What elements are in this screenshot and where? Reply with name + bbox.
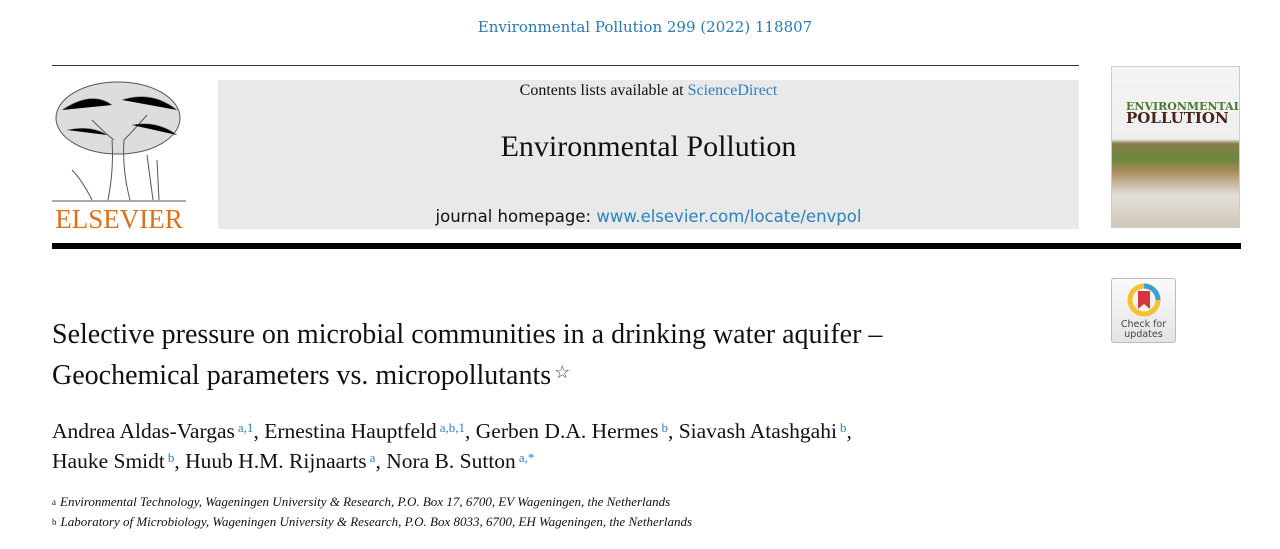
title-footnote-star[interactable]: ☆ [554,362,571,382]
author-affiliation-marks[interactable]: a [369,450,376,465]
cover-title-line1: ENVIRONMENTAL [1126,100,1240,113]
homepage-line: journal homepage: www.elsevier.com/locat… [218,207,1079,226]
author-affiliation-marks[interactable]: a,b,1 [439,420,466,435]
author-separator: , [253,419,265,443]
journal-banner: Contents lists available at ScienceDirec… [218,80,1079,229]
contents-line: Contents lists available at ScienceDirec… [218,82,1079,100]
author-name[interactable]: Nora B. Sutton [386,449,516,473]
author-affiliation-marks[interactable]: b [839,420,847,435]
check-updates-label-2: updates [1124,329,1163,340]
title-line-1: Selective pressure on microbial communit… [52,319,883,350]
article-title: Selective pressure on microbial communit… [52,314,1102,396]
affiliation-b: b Laboratory of Microbiology, Wageningen … [52,512,692,532]
author-separator: , [846,419,852,443]
author-affiliation-marks[interactable]: b [167,450,175,465]
author-separator: , [174,449,186,473]
header-thick-rule [52,243,1241,249]
check-for-updates-button[interactable]: Check for updates [1111,278,1176,343]
journal-citation-link[interactable]: Environmental Pollution 299 (2022) 11880… [477,18,813,36]
elsevier-wordmark: ELSEVIER [55,204,183,234]
author-name[interactable]: Siavash Atashgahi [678,419,837,443]
contents-prefix: Contents lists available at [519,82,688,99]
affiliation-text: Environmental Technology, Wageningen Uni… [60,494,671,509]
author-name[interactable]: Huub H.M. Rijnaarts [185,449,367,473]
author-affiliation-marks[interactable]: a,* [518,450,535,465]
author-affiliation-marks[interactable]: a,1 [237,420,254,435]
author-name[interactable]: Ernestina Hauptfeld [264,419,437,443]
affiliation-text: Laboratory of Microbiology, Wageningen U… [60,514,693,529]
title-line-2: Geochemical parameters vs. micropollutan… [52,360,552,391]
sciencedirect-link[interactable]: ScienceDirect [687,82,778,99]
author-name[interactable]: Andrea Aldas-Vargas [52,419,235,443]
affiliation-a: a Environmental Technology, Wageningen Un… [52,492,692,512]
cover-title-line2: POLLUTION [1126,109,1229,127]
author-name[interactable]: Hauke Smidt [52,449,165,473]
homepage-prefix: journal homepage: [435,207,597,226]
author-list: Andrea Aldas-Vargas a,1, Ernestina Hauptf… [52,416,1112,476]
author-separator: , [667,419,679,443]
author-separator: , [375,449,387,473]
author-affiliation-marks[interactable]: b [661,420,668,435]
check-updates-label-1: Check for [1120,319,1167,330]
affiliation-mark: a [52,497,56,507]
tree-icon [52,81,186,202]
author-separator: , [465,419,476,443]
homepage-link[interactable]: www.elsevier.com/locate/envpol [596,207,862,226]
affiliation-mark: b [52,517,57,527]
author-name[interactable]: Gerben D.A. Hermes [475,419,659,443]
affiliations: a Environmental Technology, Wageningen Un… [52,492,692,532]
bookmark-badge-icon [1127,283,1160,317]
elsevier-logo: ELSEVIER [52,80,186,234]
header-divider [52,65,1079,66]
journal-title: Environmental Pollution [500,130,797,163]
journal-cover-image[interactable]: ENVIRONMENTAL POLLUTION [1111,66,1240,228]
